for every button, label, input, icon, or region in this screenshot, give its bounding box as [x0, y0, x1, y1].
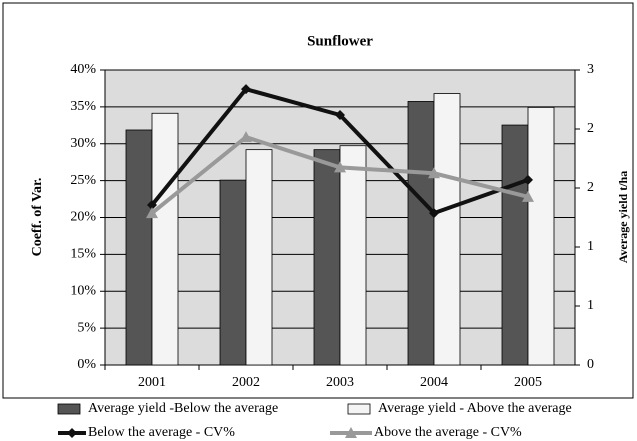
y2-tick-label: 1	[587, 239, 594, 254]
y2-tick-label: 2	[587, 121, 594, 136]
legend-label: Average yield - Above the average	[378, 401, 572, 416]
bar	[245, 149, 273, 366]
bar	[527, 106, 555, 366]
line-marker	[241, 84, 251, 95]
bar	[339, 145, 367, 366]
y2-tick-label: 1	[587, 298, 594, 313]
bar	[151, 112, 179, 366]
legend-swatch	[347, 403, 371, 415]
x-tick-label: 2005	[514, 375, 542, 390]
bar	[433, 93, 461, 366]
bar	[501, 124, 529, 366]
y-tick-label: 10%	[70, 283, 96, 298]
y-tick-label: 35%	[70, 99, 96, 114]
y-tick-label: 15%	[70, 247, 96, 262]
legend-marker	[345, 427, 357, 438]
line-marker	[334, 161, 346, 173]
chart-title: Sunflower	[307, 33, 373, 49]
y2-tick-label: 2	[587, 180, 594, 195]
y2-axis-label: Average yield t/ha	[616, 171, 630, 263]
legend-label: Above the average - CV%	[374, 425, 522, 440]
x-tick-label: 2001	[138, 375, 166, 390]
x-tick-label: 2003	[326, 375, 354, 390]
x-tick-label: 2002	[232, 375, 260, 390]
y-tick-label: 30%	[70, 136, 96, 151]
y-tick-label: 20%	[70, 210, 96, 225]
bar	[125, 129, 153, 366]
y-tick-label: 5%	[77, 320, 96, 335]
legend-marker	[67, 428, 77, 438]
line-marker	[522, 190, 534, 202]
legend-label: Below the average - CV%	[88, 425, 235, 440]
line-marker	[428, 167, 440, 179]
line-marker	[146, 207, 158, 219]
y2-tick-label: 0	[587, 357, 594, 372]
x-tick-label: 2004	[420, 375, 448, 390]
line-marker	[429, 208, 439, 219]
bar	[219, 179, 247, 366]
y-tick-label: 25%	[70, 173, 96, 188]
line-marker	[240, 131, 252, 143]
y-tick-label: 0%	[77, 357, 96, 372]
y2-tick-label: 3	[587, 62, 594, 77]
line-marker	[523, 174, 533, 185]
line-marker	[147, 199, 157, 210]
line-marker	[335, 109, 345, 120]
legend-swatch	[57, 403, 81, 415]
bar	[313, 149, 341, 366]
y-axis-label: Coeff. of Var.	[30, 178, 45, 257]
y-tick-label: 40%	[70, 62, 96, 77]
bar	[407, 101, 435, 366]
legend-label: Average yield -Below the average	[88, 401, 278, 416]
